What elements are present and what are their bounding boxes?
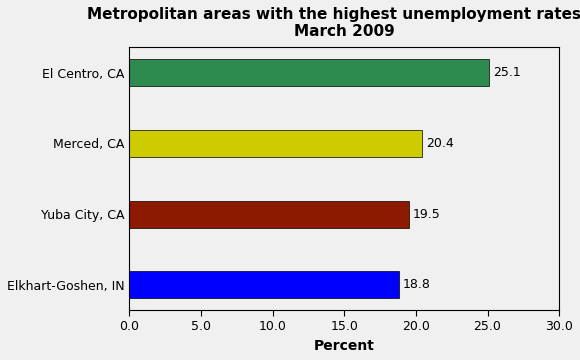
- Text: 19.5: 19.5: [413, 208, 441, 221]
- Bar: [129, 59, 489, 86]
- Text: 25.1: 25.1: [493, 66, 521, 79]
- Text: 18.8: 18.8: [403, 278, 431, 291]
- Bar: [129, 271, 398, 298]
- Text: 20.4: 20.4: [426, 137, 454, 150]
- Bar: [129, 201, 409, 228]
- Bar: [129, 130, 422, 157]
- Title: Metropolitan areas with the highest unemployment rates in
March 2009: Metropolitan areas with the highest unem…: [86, 7, 580, 39]
- X-axis label: Percent: Percent: [314, 339, 375, 353]
